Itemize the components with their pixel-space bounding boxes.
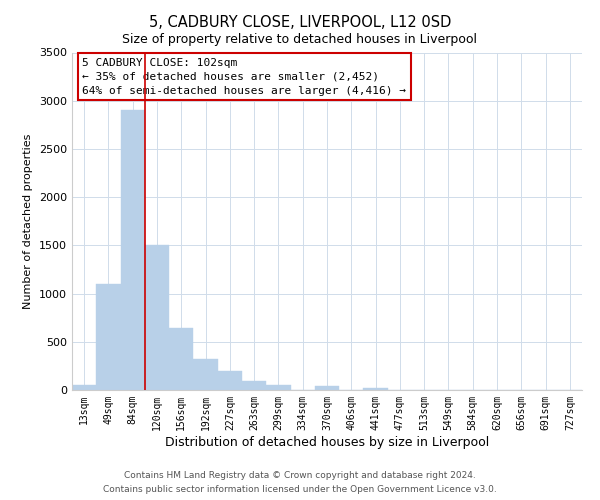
Bar: [266, 385, 290, 390]
Bar: [72, 385, 96, 390]
Text: 5 CADBURY CLOSE: 102sqm
← 35% of detached houses are smaller (2,452)
64% of semi: 5 CADBURY CLOSE: 102sqm ← 35% of detache…: [82, 58, 406, 96]
Bar: [315, 386, 339, 390]
Bar: [242, 381, 266, 390]
Text: Size of property relative to detached houses in Liverpool: Size of property relative to detached ho…: [122, 32, 478, 46]
Bar: [145, 246, 169, 390]
Bar: [218, 371, 242, 390]
Bar: [193, 359, 218, 390]
Bar: [96, 284, 121, 390]
Bar: [169, 328, 193, 390]
Text: 5, CADBURY CLOSE, LIVERPOOL, L12 0SD: 5, CADBURY CLOSE, LIVERPOOL, L12 0SD: [149, 15, 451, 30]
X-axis label: Distribution of detached houses by size in Liverpool: Distribution of detached houses by size …: [165, 436, 489, 448]
Bar: [364, 388, 388, 390]
Text: Contains HM Land Registry data © Crown copyright and database right 2024.
Contai: Contains HM Land Registry data © Crown c…: [103, 472, 497, 494]
Bar: [121, 110, 145, 390]
Y-axis label: Number of detached properties: Number of detached properties: [23, 134, 34, 309]
